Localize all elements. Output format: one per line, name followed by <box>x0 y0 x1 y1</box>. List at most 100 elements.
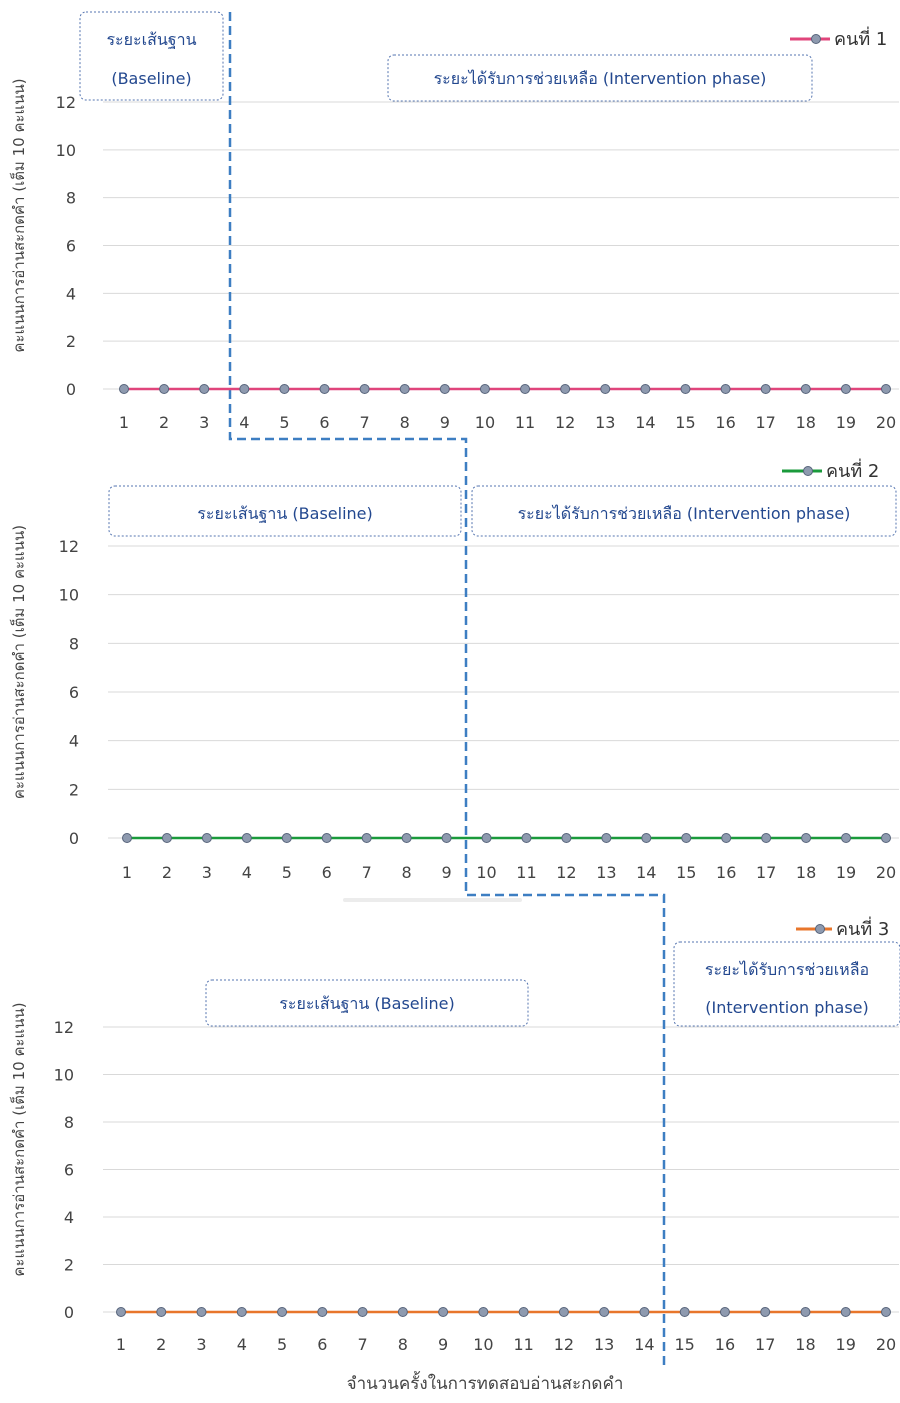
y-tick-label: 6 <box>69 683 79 702</box>
y-tick-label: 4 <box>69 732 79 751</box>
data-point <box>719 1307 730 1317</box>
data-point <box>680 384 691 394</box>
baseline-phase-box <box>205 979 529 1027</box>
x-tick-label: 4 <box>242 863 252 882</box>
data-point <box>840 384 851 394</box>
x-tick-label: 16 <box>715 413 735 432</box>
x-tick-label: 15 <box>675 1335 695 1354</box>
data-point <box>600 384 611 394</box>
data-point <box>201 833 212 843</box>
y-tick-label: 10 <box>56 141 76 160</box>
data-point <box>760 1307 771 1317</box>
data-point <box>518 1307 529 1317</box>
y-tick-label: 8 <box>69 634 79 653</box>
x-tick-label: 7 <box>357 1335 367 1354</box>
x-tick-label: 13 <box>594 1335 614 1354</box>
intervention-phase-box <box>673 941 900 1027</box>
x-tick-label: 7 <box>362 863 372 882</box>
legend-label: คนที่ 1 <box>834 26 887 50</box>
intervention-phase-box <box>387 54 813 102</box>
data-point <box>239 384 250 394</box>
x-tick-label: 17 <box>756 863 776 882</box>
x-tick-label: 13 <box>596 863 616 882</box>
y-tick-label: 2 <box>69 780 79 799</box>
legend-label: คนที่ 2 <box>826 458 879 482</box>
y-tick-label: 0 <box>69 829 79 848</box>
y-tick-label: 6 <box>64 1161 74 1180</box>
data-point <box>319 384 330 394</box>
x-tick-label: 14 <box>636 863 656 882</box>
data-point <box>521 833 532 843</box>
x-tick-label: 6 <box>319 413 329 432</box>
x-tick-label: 1 <box>119 413 129 432</box>
x-tick-label: 16 <box>716 863 736 882</box>
x-tick-label: 1 <box>116 1335 126 1354</box>
y-tick-label: 2 <box>64 1256 74 1275</box>
data-point <box>281 833 292 843</box>
x-tick-label: 18 <box>796 863 816 882</box>
data-point <box>439 384 450 394</box>
x-tick-label: 2 <box>162 863 172 882</box>
data-point <box>681 833 692 843</box>
data-point <box>199 384 210 394</box>
x-tick-label: 2 <box>159 413 169 432</box>
y-tick-label: 6 <box>66 237 76 256</box>
data-point <box>881 833 891 843</box>
data-point <box>321 833 332 843</box>
y-tick-label: 12 <box>54 1018 74 1037</box>
data-point <box>277 1307 288 1317</box>
x-tick-label: 8 <box>398 1335 408 1354</box>
data-point <box>481 833 492 843</box>
data-point <box>196 1307 207 1317</box>
y-tick-label: 4 <box>66 284 76 303</box>
x-tick-label: 2 <box>156 1335 166 1354</box>
x-tick-label: 19 <box>836 863 856 882</box>
x-tick-label: 4 <box>239 413 249 432</box>
x-tick-label: 11 <box>513 1335 533 1354</box>
data-point <box>721 833 732 843</box>
baseline-phase-label: ระยะเส้นฐาน (Baseline) <box>197 504 372 523</box>
legend-marker <box>803 466 813 476</box>
grid-layer <box>103 101 899 1313</box>
x-tick-label: 18 <box>796 413 816 432</box>
baseline-phase-label: ระยะเส้นฐาน <box>106 30 196 49</box>
x-tick-label: 5 <box>282 863 292 882</box>
data-point <box>122 833 132 843</box>
y-axis-title: คะแนนการอ่านสะกดคำ (เต็ม 10 คะแนน) <box>9 1002 28 1276</box>
phase-change-layer <box>228 12 666 1365</box>
intervention-phase-label: ระยะได้รับการช่วยเหลือ <box>705 960 869 979</box>
data-point <box>116 1307 126 1317</box>
x-tick-label: 5 <box>277 1335 287 1354</box>
y-tick-label: 10 <box>54 1066 74 1085</box>
data-point <box>357 1307 368 1317</box>
data-point <box>720 384 731 394</box>
y-tick-label: 0 <box>66 380 76 399</box>
data-point <box>560 384 571 394</box>
intervention-phase-box <box>471 485 897 537</box>
y-tick-label: 12 <box>59 537 79 556</box>
annotation-layer <box>79 11 900 1027</box>
data-point <box>236 1307 247 1317</box>
baseline-phase-label: ระยะเส้นฐาน (Baseline) <box>279 994 454 1013</box>
x-tick-label: 12 <box>555 413 575 432</box>
x-tick-label: 1 <box>122 863 132 882</box>
x-tick-label: 3 <box>202 863 212 882</box>
x-tick-label: 18 <box>795 1335 815 1354</box>
data-point <box>641 833 652 843</box>
x-tick-label: 9 <box>441 863 451 882</box>
data-point <box>399 384 410 394</box>
data-point <box>441 833 452 843</box>
data-point <box>679 1307 690 1317</box>
x-axis-title: จำนวนครั้งในการทดสอบอ่านสะกดคำ <box>347 1371 624 1394</box>
x-tick-label: 9 <box>438 1335 448 1354</box>
x-tick-label: 8 <box>400 413 410 432</box>
x-tick-label: 3 <box>196 1335 206 1354</box>
x-tick-label: 19 <box>836 1335 856 1354</box>
data-point <box>599 1307 610 1317</box>
data-point <box>800 384 811 394</box>
data-point <box>800 1307 811 1317</box>
data-point <box>397 1307 408 1317</box>
intervention-phase-label: ระยะได้รับการช่วยเหลือ (Intervention pha… <box>518 504 851 523</box>
x-tick-label: 5 <box>279 413 289 432</box>
data-point <box>640 384 651 394</box>
